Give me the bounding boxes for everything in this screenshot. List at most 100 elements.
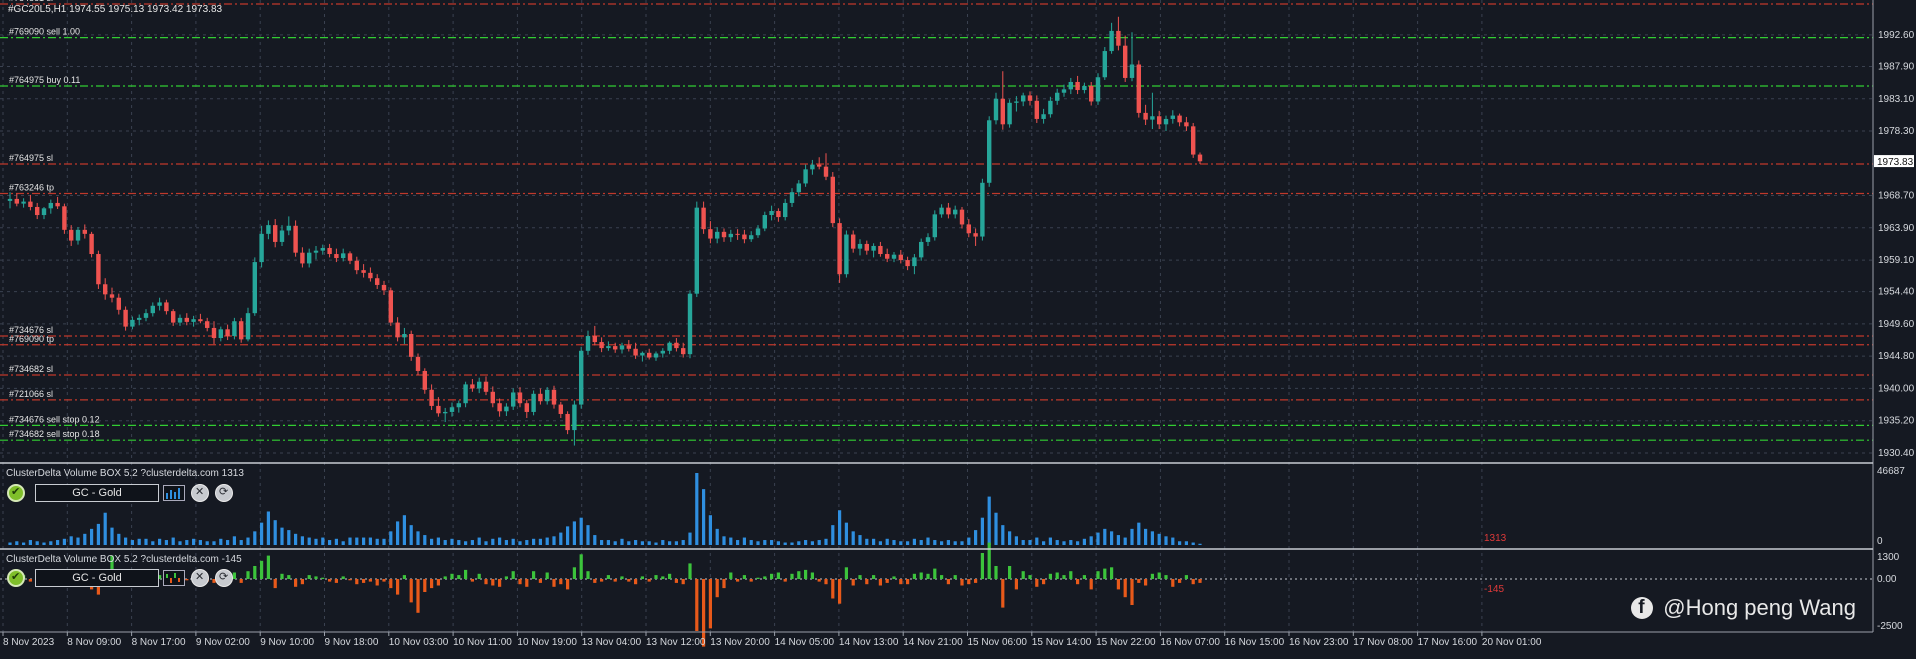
volume-bar bbox=[532, 538, 536, 545]
delta-bar bbox=[1062, 575, 1066, 579]
candle-body bbox=[987, 120, 992, 183]
candle-body bbox=[1021, 95, 1026, 102]
candle-body bbox=[817, 164, 822, 167]
delta-bar bbox=[872, 575, 876, 579]
order-line-label: #769090 sell 1.00 bbox=[9, 27, 80, 37]
delta-bar bbox=[940, 575, 944, 579]
delta-bar bbox=[579, 554, 583, 579]
candle-body bbox=[966, 224, 971, 234]
volume-bar bbox=[457, 540, 461, 545]
volume-bar bbox=[1110, 531, 1114, 545]
volume-bar bbox=[1042, 541, 1046, 545]
volume-bar bbox=[49, 541, 53, 545]
panel1-ok-icon[interactable] bbox=[7, 484, 25, 502]
delta-bar bbox=[742, 575, 746, 579]
panel1-instrument-box[interactable]: GC - Gold bbox=[35, 484, 159, 502]
panel1-sound-icon[interactable] bbox=[191, 484, 209, 502]
time-tick-label: 16 Nov 07:00 bbox=[1160, 637, 1220, 648]
delta-bar bbox=[511, 571, 515, 579]
delta-bar bbox=[967, 579, 971, 585]
candle-body bbox=[89, 233, 94, 255]
time-tick-label: 13 Nov 04:00 bbox=[582, 637, 642, 648]
volume-bar bbox=[953, 541, 957, 545]
panel2-zero-label: 0.00 bbox=[1877, 574, 1897, 585]
volume-bar bbox=[280, 527, 284, 545]
volume-bar bbox=[246, 537, 250, 545]
facebook-icon bbox=[1631, 597, 1654, 619]
panel2-sound-icon[interactable] bbox=[191, 569, 209, 587]
volume-bar bbox=[742, 537, 746, 545]
delta-bar bbox=[838, 579, 842, 604]
time-tick-label: 10 Nov 03:00 bbox=[389, 637, 449, 648]
delta-histogram bbox=[8, 542, 1202, 647]
time-tick-label: 8 Nov 2023 bbox=[3, 637, 55, 648]
candle-body bbox=[694, 207, 699, 294]
price-tick-label: 1968.70 bbox=[1878, 191, 1915, 202]
volume-bar bbox=[15, 541, 19, 545]
bars-glyph bbox=[166, 488, 180, 499]
price-tick-label: 1978.30 bbox=[1878, 126, 1915, 137]
delta-bar bbox=[307, 575, 311, 579]
delta-bar bbox=[715, 579, 719, 598]
delta-bar bbox=[253, 566, 257, 579]
candle-body bbox=[130, 319, 135, 327]
candle-body bbox=[177, 317, 183, 323]
panel2-instrument-box[interactable]: GC - Gold bbox=[35, 569, 159, 587]
candle-body bbox=[504, 406, 509, 412]
delta-bar bbox=[477, 573, 481, 579]
volume-bar bbox=[844, 522, 848, 545]
order-line-label: #734676 sell stop 0.12 bbox=[9, 414, 100, 424]
volume-bar bbox=[566, 526, 570, 545]
delta-bar bbox=[702, 579, 706, 647]
candle-body bbox=[14, 198, 19, 204]
candle-body bbox=[1000, 98, 1005, 125]
panel2-refresh-icon[interactable] bbox=[215, 569, 233, 587]
candle-body bbox=[381, 284, 387, 291]
volume-bar bbox=[375, 538, 379, 545]
volume-bar bbox=[1103, 528, 1107, 545]
panel1-bars-icon[interactable] bbox=[163, 485, 185, 501]
candles bbox=[7, 16, 1203, 446]
delta-bar bbox=[1008, 566, 1012, 579]
volume-bar bbox=[144, 538, 148, 545]
candle-body bbox=[279, 230, 285, 242]
panel2-ok-icon[interactable] bbox=[7, 569, 25, 587]
candle-body bbox=[239, 321, 244, 340]
delta-bar bbox=[1096, 571, 1100, 579]
volume-bar bbox=[355, 537, 359, 545]
delta-bar bbox=[1089, 579, 1093, 590]
candle-body bbox=[837, 223, 842, 275]
volume-bar bbox=[402, 515, 406, 545]
volume-bar bbox=[491, 538, 495, 545]
delta-bar bbox=[362, 579, 366, 583]
panel1-refresh-icon[interactable] bbox=[215, 484, 233, 502]
volume-bar bbox=[647, 541, 651, 545]
candle-body bbox=[953, 209, 958, 215]
panel2-bars-icon[interactable] bbox=[163, 570, 185, 586]
delta-bar bbox=[729, 572, 733, 579]
delta-bar bbox=[525, 579, 529, 587]
delta-bar bbox=[1184, 575, 1188, 579]
candle-body bbox=[436, 405, 441, 414]
candle-body bbox=[402, 333, 407, 338]
volume-bar bbox=[600, 540, 604, 545]
candle-body bbox=[62, 206, 67, 230]
candle-body bbox=[429, 389, 434, 406]
candle-body bbox=[388, 290, 393, 323]
volume-bar bbox=[273, 520, 277, 545]
delta-bar bbox=[1164, 575, 1168, 579]
candle-body bbox=[300, 252, 305, 264]
delta-bar bbox=[504, 576, 508, 579]
candle-body bbox=[225, 329, 230, 337]
volume-histogram bbox=[8, 473, 1202, 545]
volume-bar bbox=[137, 538, 141, 545]
candle-body bbox=[35, 206, 40, 216]
volume-bar bbox=[736, 540, 740, 545]
candle-body bbox=[871, 245, 876, 251]
candle-body bbox=[327, 247, 332, 255]
volume-bar bbox=[253, 531, 257, 545]
volume-bar bbox=[198, 540, 202, 545]
delta-bar bbox=[464, 569, 468, 579]
